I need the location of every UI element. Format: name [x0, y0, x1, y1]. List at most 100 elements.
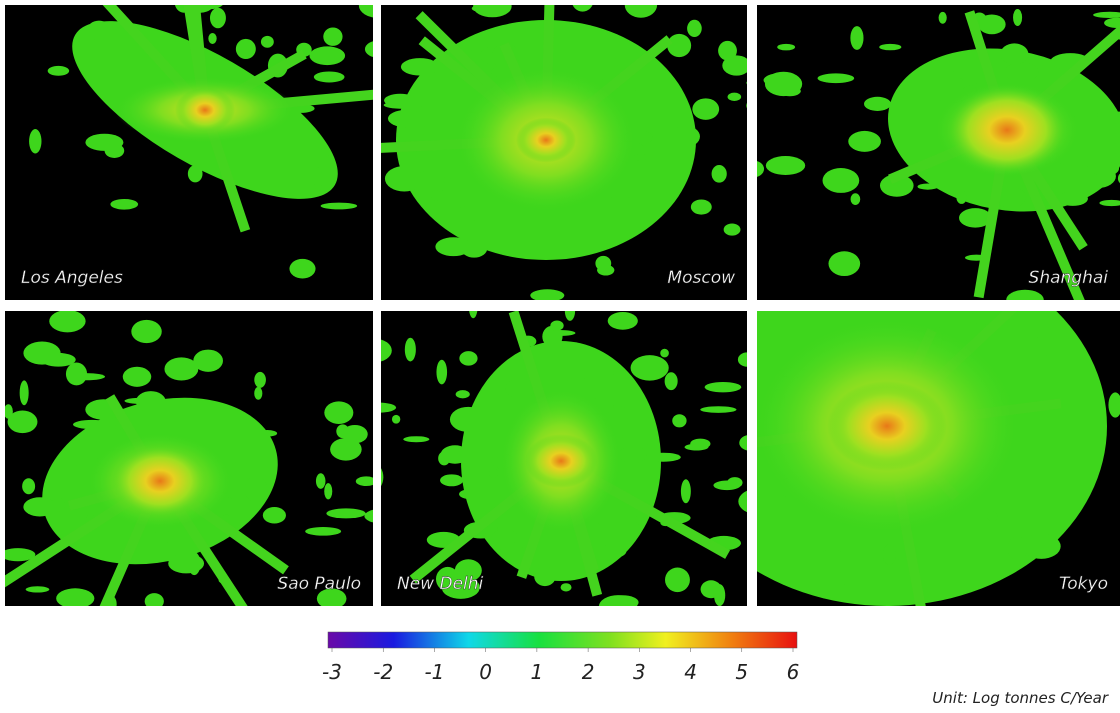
settlement	[687, 20, 702, 37]
settlement	[718, 41, 737, 61]
tick-label: -3	[322, 660, 342, 684]
settlement	[660, 349, 669, 358]
settlement	[705, 382, 742, 392]
tick-label: 2	[582, 660, 595, 684]
settlement	[406, 151, 431, 172]
settlement	[459, 489, 483, 499]
settlement	[403, 436, 429, 442]
tick-label: 0	[479, 660, 492, 684]
settlement	[848, 131, 881, 152]
settlement	[987, 511, 998, 521]
settlement	[136, 391, 166, 412]
settlement	[326, 508, 365, 518]
settlement	[450, 407, 487, 432]
settlement	[110, 199, 138, 210]
settlement	[1006, 290, 1044, 310]
settlement	[0, 588, 5, 608]
settlement	[690, 439, 710, 449]
settlement	[23, 497, 56, 516]
settlement	[864, 97, 891, 111]
settlement	[440, 474, 463, 486]
settlement	[1091, 162, 1119, 176]
settlement	[635, 515, 644, 525]
settlement	[489, 468, 498, 478]
settlement	[216, 640, 227, 651]
settlement	[153, 531, 173, 544]
settlement	[429, 147, 445, 171]
panel-label: Sao Paulo	[277, 574, 361, 594]
settlement	[321, 203, 358, 210]
panel-label: Tokyo	[1059, 574, 1108, 594]
settlement	[49, 310, 85, 332]
panel-label: Los Angeles	[21, 268, 123, 288]
settlement	[713, 481, 740, 491]
settlement	[66, 362, 87, 385]
settlement	[48, 66, 69, 76]
settlement	[534, 567, 555, 587]
settlement	[441, 445, 470, 463]
settlement	[319, 149, 332, 157]
settlement	[208, 33, 216, 44]
settlement	[565, 301, 575, 321]
settlement	[441, 188, 462, 197]
settlement	[316, 473, 326, 489]
settlement	[1013, 9, 1022, 26]
settlement	[665, 568, 690, 593]
settlement	[823, 168, 860, 193]
settlement	[883, 544, 896, 565]
settlement	[672, 414, 686, 427]
settlement	[589, 38, 622, 61]
settlement	[665, 372, 678, 390]
settlement	[435, 237, 471, 256]
settlement	[123, 367, 151, 387]
hot-core	[947, 85, 1067, 175]
settlement	[459, 351, 477, 365]
settlement	[667, 34, 691, 57]
settlement	[1032, 336, 1052, 357]
settlement	[918, 183, 938, 189]
settlement	[384, 101, 424, 109]
settlement	[820, 549, 844, 566]
settlement	[56, 588, 94, 608]
settlement	[456, 390, 470, 398]
map-panel: Moscow	[312, 0, 785, 302]
settlement	[619, 446, 647, 463]
settlement	[87, 21, 111, 41]
settlement	[530, 289, 564, 301]
settlement	[309, 46, 345, 65]
settlement	[1058, 192, 1088, 206]
settlement	[401, 58, 439, 75]
panel-label: New Delhi	[397, 574, 484, 594]
settlement	[631, 355, 669, 381]
settlement	[1005, 62, 1039, 82]
tick-label: -1	[424, 660, 444, 684]
settlement	[289, 259, 315, 279]
hot-core	[827, 381, 947, 471]
unit-label: Unit: Log tonnes C/Year	[932, 689, 1109, 707]
settlement	[681, 479, 691, 503]
settlement	[254, 372, 266, 388]
hot-core	[516, 118, 576, 163]
settlement	[608, 196, 631, 207]
settlement	[305, 527, 341, 536]
settlement	[777, 44, 795, 51]
settlement	[263, 507, 286, 524]
settlement	[724, 224, 741, 236]
colorbar	[328, 632, 797, 648]
settlement	[956, 191, 966, 204]
settlement	[633, 154, 647, 160]
settlement	[613, 370, 626, 377]
settlement	[712, 165, 727, 183]
tick-label: -2	[373, 660, 393, 684]
settlement	[96, 529, 124, 537]
settlement	[544, 330, 575, 336]
settlement	[550, 320, 563, 330]
settlement	[177, 620, 198, 646]
settlement	[324, 401, 353, 424]
settlement	[851, 193, 861, 205]
settlement	[765, 72, 802, 96]
settlement	[392, 415, 400, 424]
settlement	[431, 190, 441, 201]
panel-label: Moscow	[667, 268, 735, 288]
